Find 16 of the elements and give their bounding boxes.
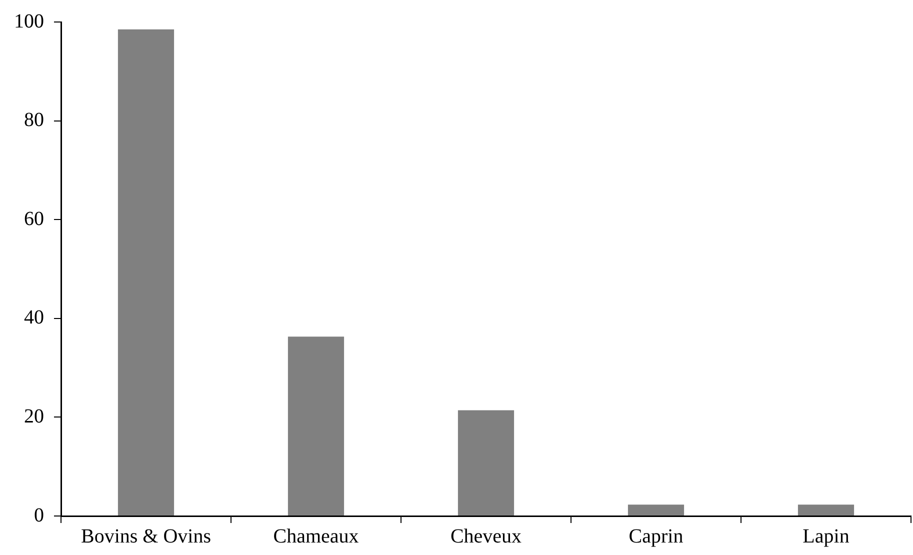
x-tick-label: Bovins & Ovins	[80, 525, 212, 548]
y-tick-label: 60	[24, 208, 44, 230]
x-tick-label: Lapin	[802, 525, 850, 548]
x-tick-label: Chameaux	[273, 525, 359, 548]
bar	[118, 29, 174, 516]
bar	[628, 504, 684, 516]
bar	[458, 410, 514, 516]
y-tick-label: 80	[24, 109, 44, 132]
y-tick-label: 100	[14, 10, 44, 32]
bar	[288, 336, 344, 516]
bar	[798, 504, 854, 516]
y-tick-label: 40	[24, 306, 44, 329]
x-tick-label: Caprin	[628, 525, 684, 548]
y-tick-label: 0	[34, 504, 44, 526]
x-tick-label: Cheveux	[450, 525, 522, 548]
y-tick-label: 20	[24, 405, 44, 428]
